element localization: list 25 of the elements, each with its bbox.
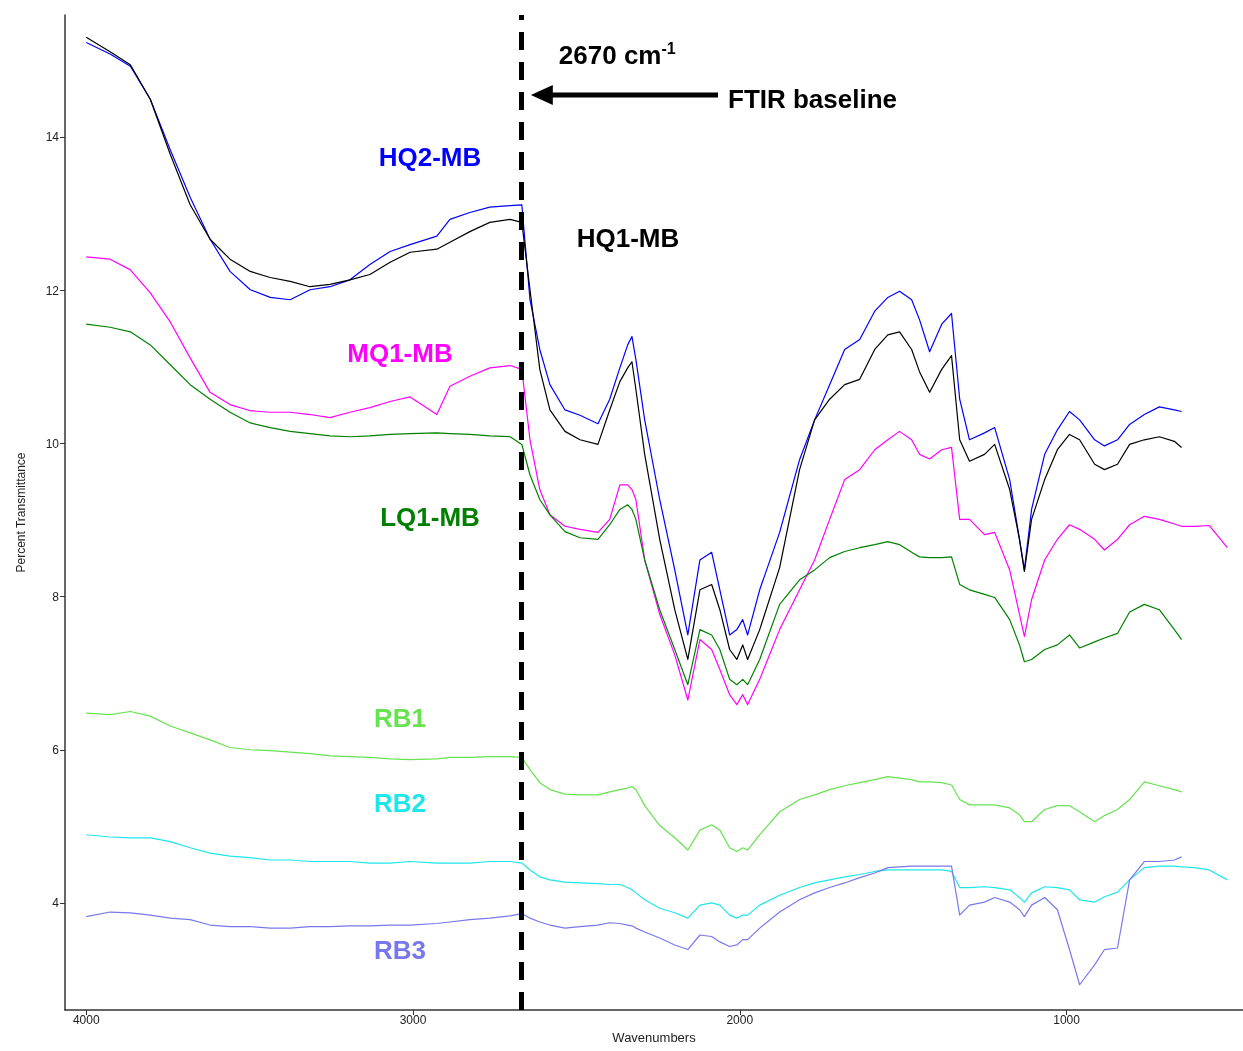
series-label: RB3 bbox=[373, 935, 427, 965]
series-label: MQ1-MB bbox=[347, 338, 453, 368]
y-tick-label: 8 bbox=[52, 589, 60, 604]
series-label: RB1 bbox=[373, 703, 427, 733]
annotation: FTIR baseline bbox=[728, 84, 898, 114]
x-tick-label: 1000 bbox=[1053, 1013, 1081, 1027]
y-axis-title: Percent Transmittance bbox=[14, 452, 28, 573]
line-series bbox=[85, 834, 1228, 919]
line-series bbox=[85, 856, 1183, 986]
y-tick-label: 6 bbox=[52, 742, 60, 757]
line-series bbox=[85, 323, 1183, 686]
text: LQ1-MB bbox=[380, 502, 480, 532]
series-label: RB2 bbox=[373, 788, 427, 818]
series-label: HQ1-MB bbox=[576, 223, 680, 253]
x-tick-label: 4000 bbox=[72, 1013, 100, 1027]
line-series bbox=[85, 256, 1228, 706]
y-tick-label: 4 bbox=[52, 895, 60, 910]
y-tick-label: 14 bbox=[45, 130, 60, 145]
x-tick-label: 2000 bbox=[726, 1013, 754, 1027]
y-tick-label: 12 bbox=[45, 283, 60, 298]
y-tick-label: 10 bbox=[45, 436, 60, 451]
series-label: HQ2-MB bbox=[378, 142, 482, 172]
x-tick-label: 3000 bbox=[399, 1013, 427, 1027]
line-series bbox=[85, 710, 1183, 853]
x-axis-title: Wavenumbers bbox=[612, 1029, 697, 1045]
